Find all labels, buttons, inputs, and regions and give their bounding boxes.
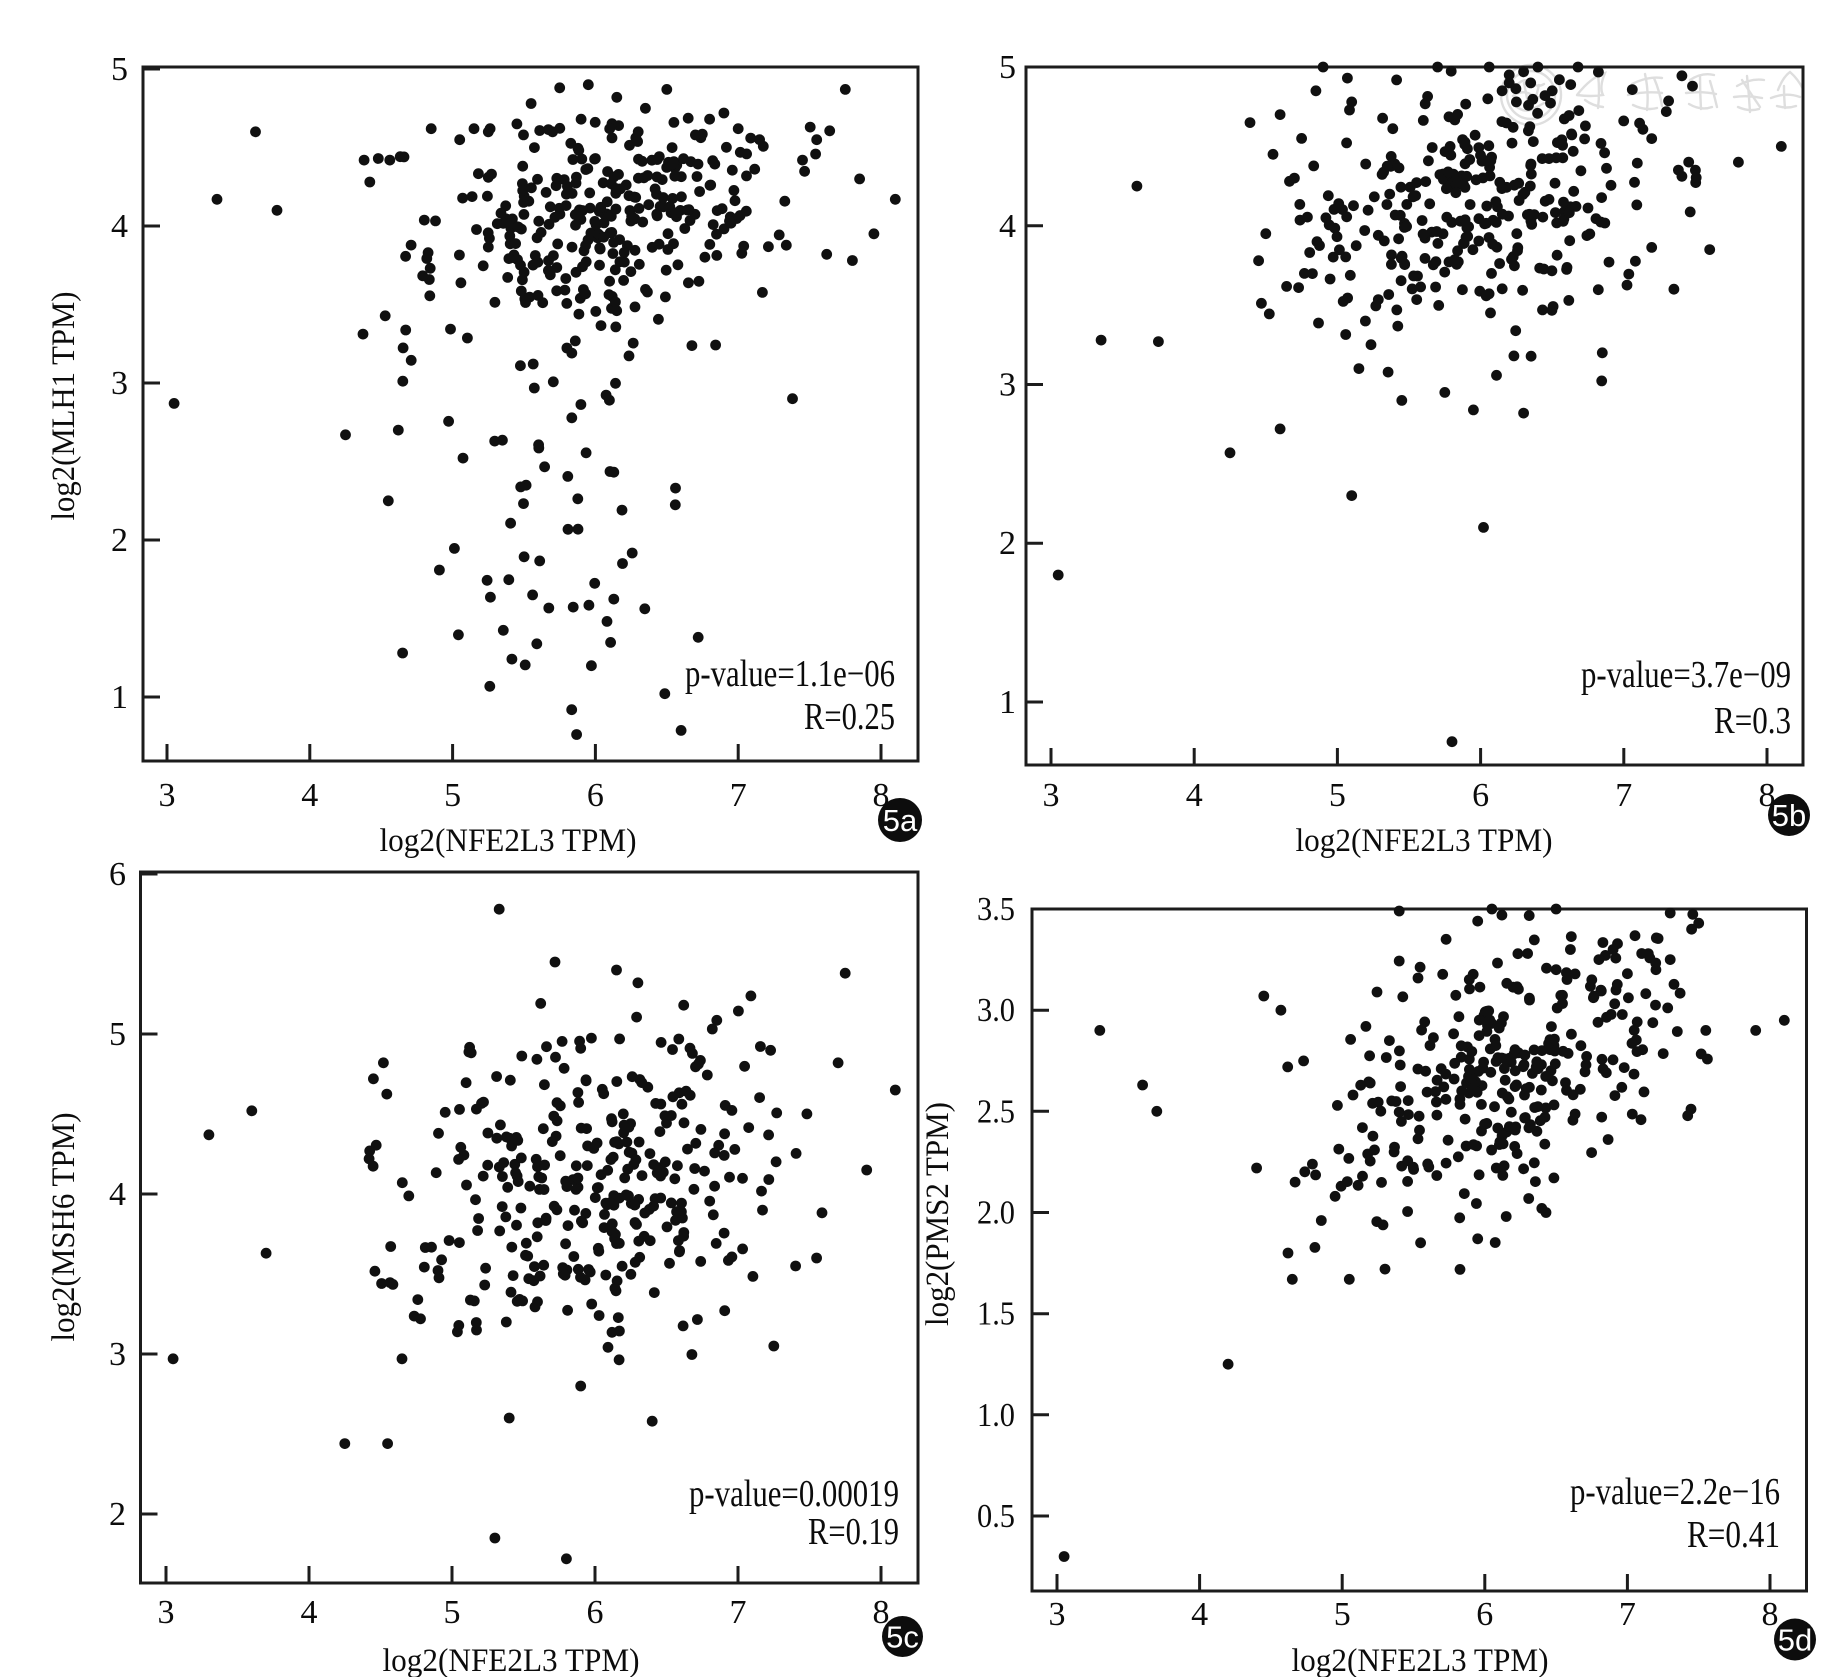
svg-text:3.5: 3.5 [977,891,1015,928]
svg-text:6: 6 [587,1594,604,1631]
svg-text:4: 4 [999,208,1016,245]
svg-text:5: 5 [111,51,128,88]
svg-text:1: 1 [111,679,128,716]
svg-text:5c: 5c [886,1620,919,1655]
svg-text:log2(MSH6 TPM): log2(MSH6 TPM) [46,1113,82,1342]
svg-text:7: 7 [1615,777,1632,814]
svg-text:8: 8 [1762,1596,1779,1633]
svg-text:2: 2 [109,1496,126,1533]
svg-text:5: 5 [109,1016,126,1053]
svg-text:R=0.19: R=0.19 [808,1511,899,1553]
svg-text:6: 6 [109,856,126,893]
svg-text:log2(NFE2L3 TPM): log2(NFE2L3 TPM) [383,1643,640,1677]
svg-text:0.5: 0.5 [977,1498,1015,1535]
svg-text:2: 2 [999,525,1016,562]
svg-text:3: 3 [1043,777,1060,814]
svg-text:7: 7 [730,1594,747,1631]
svg-text:5: 5 [1329,777,1346,814]
svg-text:6: 6 [1472,777,1489,814]
svg-text:7: 7 [1619,1596,1636,1633]
svg-text:R=0.25: R=0.25 [804,696,895,738]
svg-text:2: 2 [111,522,128,559]
svg-text:p-value=0.00019: p-value=0.00019 [689,1473,899,1515]
svg-text:1.5: 1.5 [977,1296,1015,1333]
svg-text:1.0: 1.0 [977,1397,1015,1434]
svg-text:5a: 5a [883,803,918,838]
svg-text:3: 3 [111,365,128,402]
svg-text:1: 1 [999,684,1016,721]
svg-text:R=0.41: R=0.41 [1687,1514,1780,1556]
svg-text:5: 5 [1334,1596,1351,1633]
svg-text:4: 4 [1191,1596,1208,1633]
svg-text:4: 4 [109,1176,126,1213]
svg-text:2.0: 2.0 [977,1195,1015,1232]
svg-text:6: 6 [1476,1596,1493,1633]
svg-text:4: 4 [301,1594,318,1631]
svg-text:3.0: 3.0 [977,992,1015,1029]
svg-text:p-value=3.7e−09: p-value=3.7e−09 [1581,654,1791,696]
svg-text:5b: 5b [1772,798,1806,833]
svg-text:log2(NFE2L3 TPM): log2(NFE2L3 TPM) [1292,1643,1549,1677]
svg-text:log2(MLH1 TPM): log2(MLH1 TPM) [46,292,82,521]
svg-text:5: 5 [444,1594,461,1631]
svg-text:R=0.3: R=0.3 [1714,700,1791,742]
svg-text:p-value=2.2e−16: p-value=2.2e−16 [1570,1471,1780,1513]
svg-text:3: 3 [159,777,176,814]
svg-text:p-value=1.1e−06: p-value=1.1e−06 [685,653,895,695]
svg-text:5: 5 [444,777,461,814]
svg-text:6: 6 [587,777,604,814]
svg-text:log2(PMS2 TPM): log2(PMS2 TPM) [920,1102,956,1326]
svg-text:5d: 5d [1778,1623,1812,1658]
svg-text:4: 4 [1186,777,1203,814]
svg-text:log2(NFE2L3 TPM): log2(NFE2L3 TPM) [1296,823,1553,859]
svg-text:4: 4 [301,777,318,814]
svg-text:5: 5 [999,49,1016,86]
svg-text:3: 3 [999,367,1016,404]
svg-text:2.5: 2.5 [977,1093,1015,1130]
svg-text:4: 4 [111,208,128,245]
svg-text:7: 7 [730,777,747,814]
svg-text:3: 3 [1049,1596,1066,1633]
svg-text:8: 8 [873,1594,890,1631]
svg-text:log2(NFE2L3 TPM): log2(NFE2L3 TPM) [380,823,637,859]
svg-text:3: 3 [109,1336,126,1373]
svg-text:3: 3 [158,1594,175,1631]
